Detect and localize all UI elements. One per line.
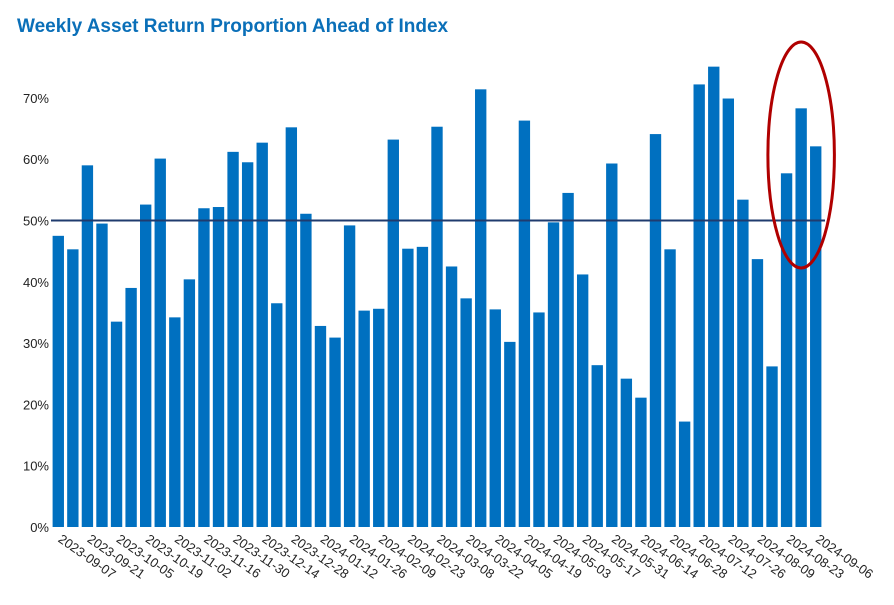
bar [241, 162, 254, 527]
bar [460, 298, 472, 527]
bar [504, 341, 516, 527]
highlight-group [766, 40, 836, 270]
bar [212, 207, 225, 527]
bar [373, 308, 385, 527]
bar [620, 378, 633, 527]
bar [110, 321, 123, 527]
bar [576, 274, 589, 527]
bar [52, 235, 64, 527]
bar [387, 139, 399, 527]
bar [780, 173, 793, 527]
highlight-ellipse [766, 40, 836, 270]
y-tick-label: 10% [23, 459, 49, 474]
bar [140, 204, 152, 527]
bar [285, 127, 298, 527]
bar [416, 246, 429, 528]
bar [183, 279, 196, 527]
y-axis-ticks: 0% 10% 20% 30% 40% 50% 60% 70% [23, 91, 49, 535]
bar [591, 365, 603, 527]
bar [81, 165, 94, 527]
bar [649, 134, 662, 527]
bar [751, 259, 764, 527]
bar [256, 142, 268, 527]
bar [795, 108, 807, 527]
bar [329, 337, 341, 527]
bar [271, 303, 283, 527]
y-tick-label: 20% [23, 397, 49, 412]
bar [169, 317, 181, 527]
bar [562, 192, 574, 528]
bar [635, 397, 647, 527]
bar [737, 199, 749, 527]
y-tick-label: 60% [23, 152, 49, 167]
bar [475, 89, 487, 527]
y-tick-label: 40% [23, 275, 49, 290]
y-tick-label: 0% [30, 520, 49, 535]
bar [678, 421, 691, 527]
bar [766, 366, 778, 527]
chart-title: Weekly Asset Return Proportion Ahead of … [17, 16, 449, 37]
bar [96, 223, 108, 527]
x-axis-ticks: 2023-09-072023-09-212023-10-052023-10-19… [56, 531, 877, 581]
bar [431, 126, 443, 527]
bars [52, 66, 822, 528]
bar [693, 84, 705, 528]
bar [358, 310, 370, 527]
bar [533, 312, 545, 527]
bar [722, 98, 734, 528]
y-tick-label: 50% [23, 214, 49, 229]
bar [300, 213, 312, 527]
bar [489, 309, 501, 527]
bar [708, 66, 720, 528]
bar [445, 266, 458, 527]
bar [125, 287, 137, 527]
bar [198, 208, 210, 527]
bar [227, 151, 239, 527]
bar [343, 225, 356, 527]
bar [518, 120, 531, 527]
y-tick-label: 70% [23, 91, 49, 106]
bar [314, 325, 327, 527]
bar [664, 249, 676, 527]
bar [402, 248, 414, 527]
bar [67, 249, 79, 527]
y-tick-label: 30% [23, 336, 49, 351]
bar [154, 158, 166, 527]
bar [547, 222, 560, 527]
bar [606, 163, 618, 527]
bar [810, 146, 822, 527]
